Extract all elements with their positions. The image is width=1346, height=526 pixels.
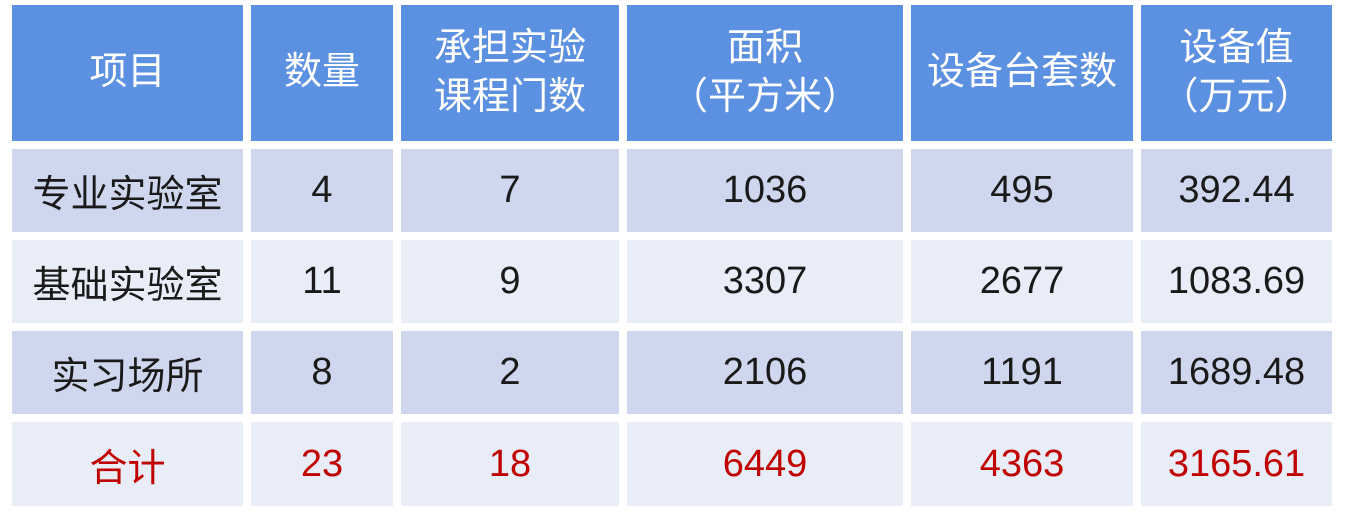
- header-row: 项目 数量 承担实验 课程门数 面积 （平方米） 设备台套数 设备值 （万元）: [12, 5, 1332, 141]
- cell-area: 2106: [627, 331, 903, 414]
- col-header-area-line2: （平方米）: [669, 76, 860, 118]
- cell-quantity-total: 23: [251, 422, 393, 506]
- col-header-equipment-value-line1: 设备值: [1179, 26, 1294, 69]
- col-header-equipment-value: 设备值 （万元）: [1141, 5, 1332, 141]
- cell-area: 3307: [627, 240, 903, 323]
- cell-area: 1036: [627, 149, 903, 232]
- row-label: 基础实验室: [12, 240, 243, 323]
- row-label-total: 合计: [12, 422, 243, 506]
- cell-quantity: 11: [251, 240, 393, 323]
- col-header-area-line1: 面积: [726, 26, 803, 69]
- cell-equipment-value: 392.44: [1141, 149, 1332, 232]
- col-header-quantity-line1: 数量: [283, 51, 360, 94]
- col-header-equipment-sets: 设备台套数: [911, 5, 1133, 141]
- table-row-professional-lab: 专业实验室 4 7 1036 495 392.44: [12, 149, 1332, 232]
- cell-equipment-sets-total: 4363: [911, 422, 1133, 506]
- col-header-equipment-sets-line1: 设备台套数: [926, 51, 1117, 94]
- col-header-item: 项目: [12, 5, 243, 141]
- row-label: 专业实验室: [12, 149, 243, 232]
- table-row-total: 合计 23 18 6449 4363 3165.61: [12, 422, 1332, 506]
- cell-courses: 2: [401, 331, 619, 414]
- cell-equipment-value-total: 3165.61: [1141, 422, 1332, 506]
- cell-courses: 7: [401, 149, 619, 232]
- cell-equipment-sets: 495: [911, 149, 1133, 232]
- col-header-courses-line2: 课程门数: [433, 76, 586, 118]
- cell-quantity: 4: [251, 149, 393, 232]
- cell-quantity: 8: [251, 331, 393, 414]
- col-header-quantity: 数量: [251, 5, 393, 141]
- col-header-equipment-value-line2: （万元）: [1160, 76, 1313, 118]
- cell-area-total: 6449: [627, 422, 903, 506]
- table-row-basic-lab: 基础实验室 11 9 3307 2677 1083.69: [12, 240, 1332, 323]
- col-header-item-line1: 项目: [89, 51, 166, 94]
- cell-courses-total: 18: [401, 422, 619, 506]
- lab-statistics-table: 项目 数量 承担实验 课程门数 面积 （平方米） 设备台套数 设备值 （万元）: [4, 0, 1340, 514]
- cell-courses: 9: [401, 240, 619, 323]
- cell-equipment-value: 1689.48: [1141, 331, 1332, 414]
- cell-equipment-sets: 2677: [911, 240, 1133, 323]
- col-header-area: 面积 （平方米）: [627, 5, 903, 141]
- cell-equipment-sets: 1191: [911, 331, 1133, 414]
- col-header-courses: 承担实验 课程门数: [401, 5, 619, 141]
- col-header-courses-line1: 承担实验: [433, 26, 586, 69]
- table-row-practice-site: 实习场所 8 2 2106 1191 1689.48: [12, 331, 1332, 414]
- cell-equipment-value: 1083.69: [1141, 240, 1332, 323]
- row-label: 实习场所: [12, 331, 243, 414]
